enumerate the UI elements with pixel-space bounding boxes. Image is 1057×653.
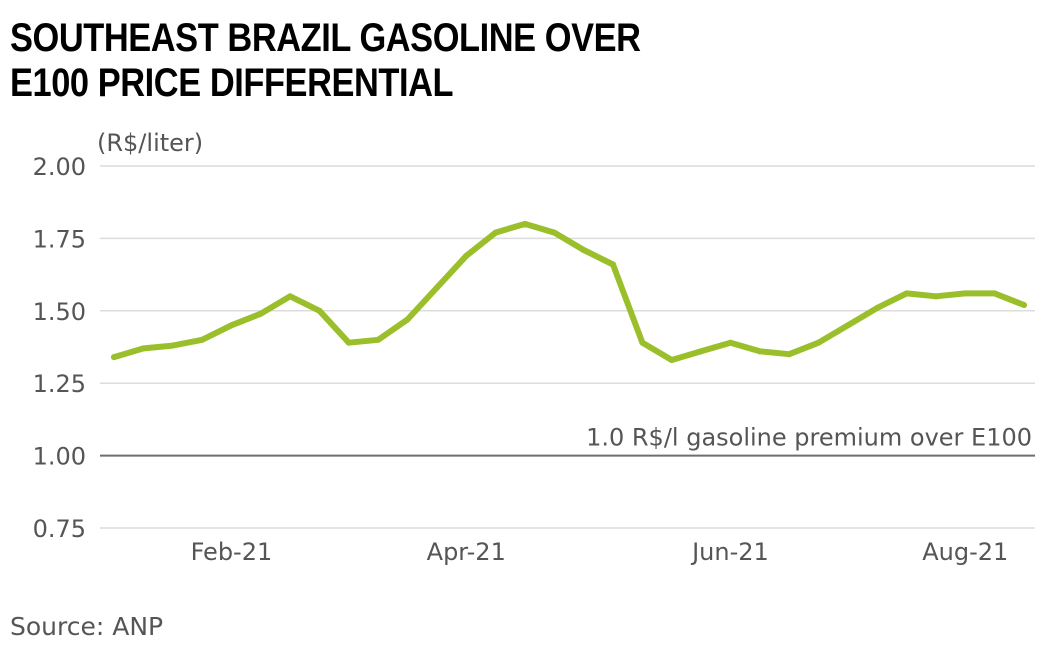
data-point: [639, 339, 646, 346]
y-tick-label: 0.75: [33, 515, 86, 543]
gridlines: [100, 165, 1035, 529]
y-tick-label: 1.25: [33, 370, 86, 398]
y-tick-label: 1.00: [33, 443, 86, 471]
data-point: [786, 351, 793, 358]
y-axis-ticks: 0.75 1.00 1.25 1.50 1.75 2.00: [33, 153, 86, 543]
data-point: [199, 336, 206, 343]
x-axis-ticks: Feb-21 Apr-21 Jun-21 Aug-21: [191, 538, 1009, 566]
source-note: Source: ANP: [10, 612, 164, 641]
data-point: [727, 339, 734, 346]
data-point: [815, 339, 822, 346]
data-point: [668, 357, 675, 364]
data-point: [844, 322, 851, 329]
data-point: [375, 336, 382, 343]
data-point: [932, 293, 939, 300]
data-point: [316, 307, 323, 314]
data-point: [991, 290, 998, 297]
chart-title-line-1: SOUTHEAST BRAZIL GASOLINE OVER: [10, 16, 641, 60]
y-tick-label: 1.50: [33, 298, 86, 326]
data-point: [345, 339, 352, 346]
data-point: [433, 284, 440, 291]
line-chart: 0.75 1.00 1.25 1.50 1.75 2.00 Feb-21 Apr-21 Jun…: [33, 129, 1035, 566]
data-point: [521, 220, 528, 227]
chart-title-line-2: E100 PRICE DIFFERENTIAL: [10, 61, 454, 105]
data-point: [551, 229, 558, 236]
data-point: [1021, 302, 1027, 309]
x-tick-label: Apr-21: [427, 538, 506, 566]
reference-line-label: 1.0 R$/l gasoline premium over E100: [586, 424, 1032, 452]
data-point: [111, 354, 117, 361]
data-point: [698, 348, 705, 355]
data-point: [257, 310, 264, 317]
chart-title: SOUTHEAST BRAZIL GASOLINE OVER E100 PRIC…: [10, 16, 784, 106]
data-point: [756, 348, 763, 355]
data-point: [580, 246, 587, 253]
data-point: [463, 252, 470, 259]
data-point: [404, 316, 411, 323]
data-point: [228, 322, 235, 329]
data-point: [610, 261, 617, 268]
data-point: [287, 293, 294, 300]
data-point: [962, 290, 969, 297]
x-tick-label: Aug-21: [922, 538, 1008, 566]
data-point: [903, 290, 910, 297]
y-tick-label: 2.00: [33, 153, 86, 181]
x-tick-label: Feb-21: [191, 538, 273, 566]
x-tick-label: Jun-21: [690, 538, 769, 566]
data-point: [492, 229, 499, 236]
data-point: [874, 304, 881, 311]
series-line: [111, 220, 1027, 363]
y-axis-unit-label: (R$/liter): [97, 129, 203, 157]
data-point: [169, 342, 176, 349]
y-tick-label: 1.75: [33, 225, 86, 253]
data-point: [140, 345, 147, 352]
data-points: [111, 220, 1027, 364]
